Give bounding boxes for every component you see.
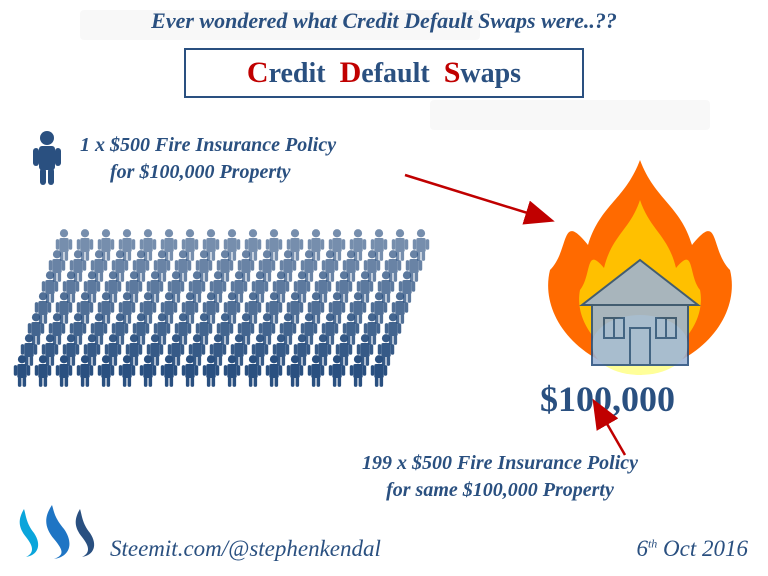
title-cap-2: D xyxy=(340,56,362,89)
footer-date-rest: Oct 2016 xyxy=(657,536,748,561)
headline-text: Ever wondered what Credit Default Swaps … xyxy=(0,8,768,34)
price-label: $100,000 xyxy=(540,378,675,420)
policy-1-text: 1 x $500 Fire Insurance Policy for $100,… xyxy=(80,132,336,186)
crowd-icon xyxy=(12,222,482,422)
policy-2-line1: 199 x $500 Fire Insurance Policy xyxy=(260,450,740,477)
title-box: Credit Default Swaps xyxy=(184,48,584,98)
footer-url: Steemit.com/@stephenkendal xyxy=(110,536,381,562)
title-cap-1: C xyxy=(247,56,269,89)
bg-shadow xyxy=(430,100,710,130)
policy-1-line2: for $100,000 Property xyxy=(80,159,336,186)
footer-date: 6th Oct 2016 xyxy=(636,536,748,562)
title-cap-3: S xyxy=(444,56,461,89)
policy-2-text: 199 x $500 Fire Insurance Policy for sam… xyxy=(260,450,740,504)
steemit-logo-icon xyxy=(14,503,98,564)
title-word-1: redit xyxy=(269,58,326,89)
footer-date-day: 6 xyxy=(636,536,648,561)
policy-1-line1: 1 x $500 Fire Insurance Policy xyxy=(80,132,336,159)
title-word-2: efault xyxy=(361,58,429,89)
fire-house-icon xyxy=(530,150,750,390)
title-word-3: waps xyxy=(460,58,521,89)
policy-2-line2: for same $100,000 Property xyxy=(260,477,740,504)
crowd-row xyxy=(12,348,389,399)
footer-date-sup: th xyxy=(648,536,657,550)
single-person-icon xyxy=(30,130,64,191)
